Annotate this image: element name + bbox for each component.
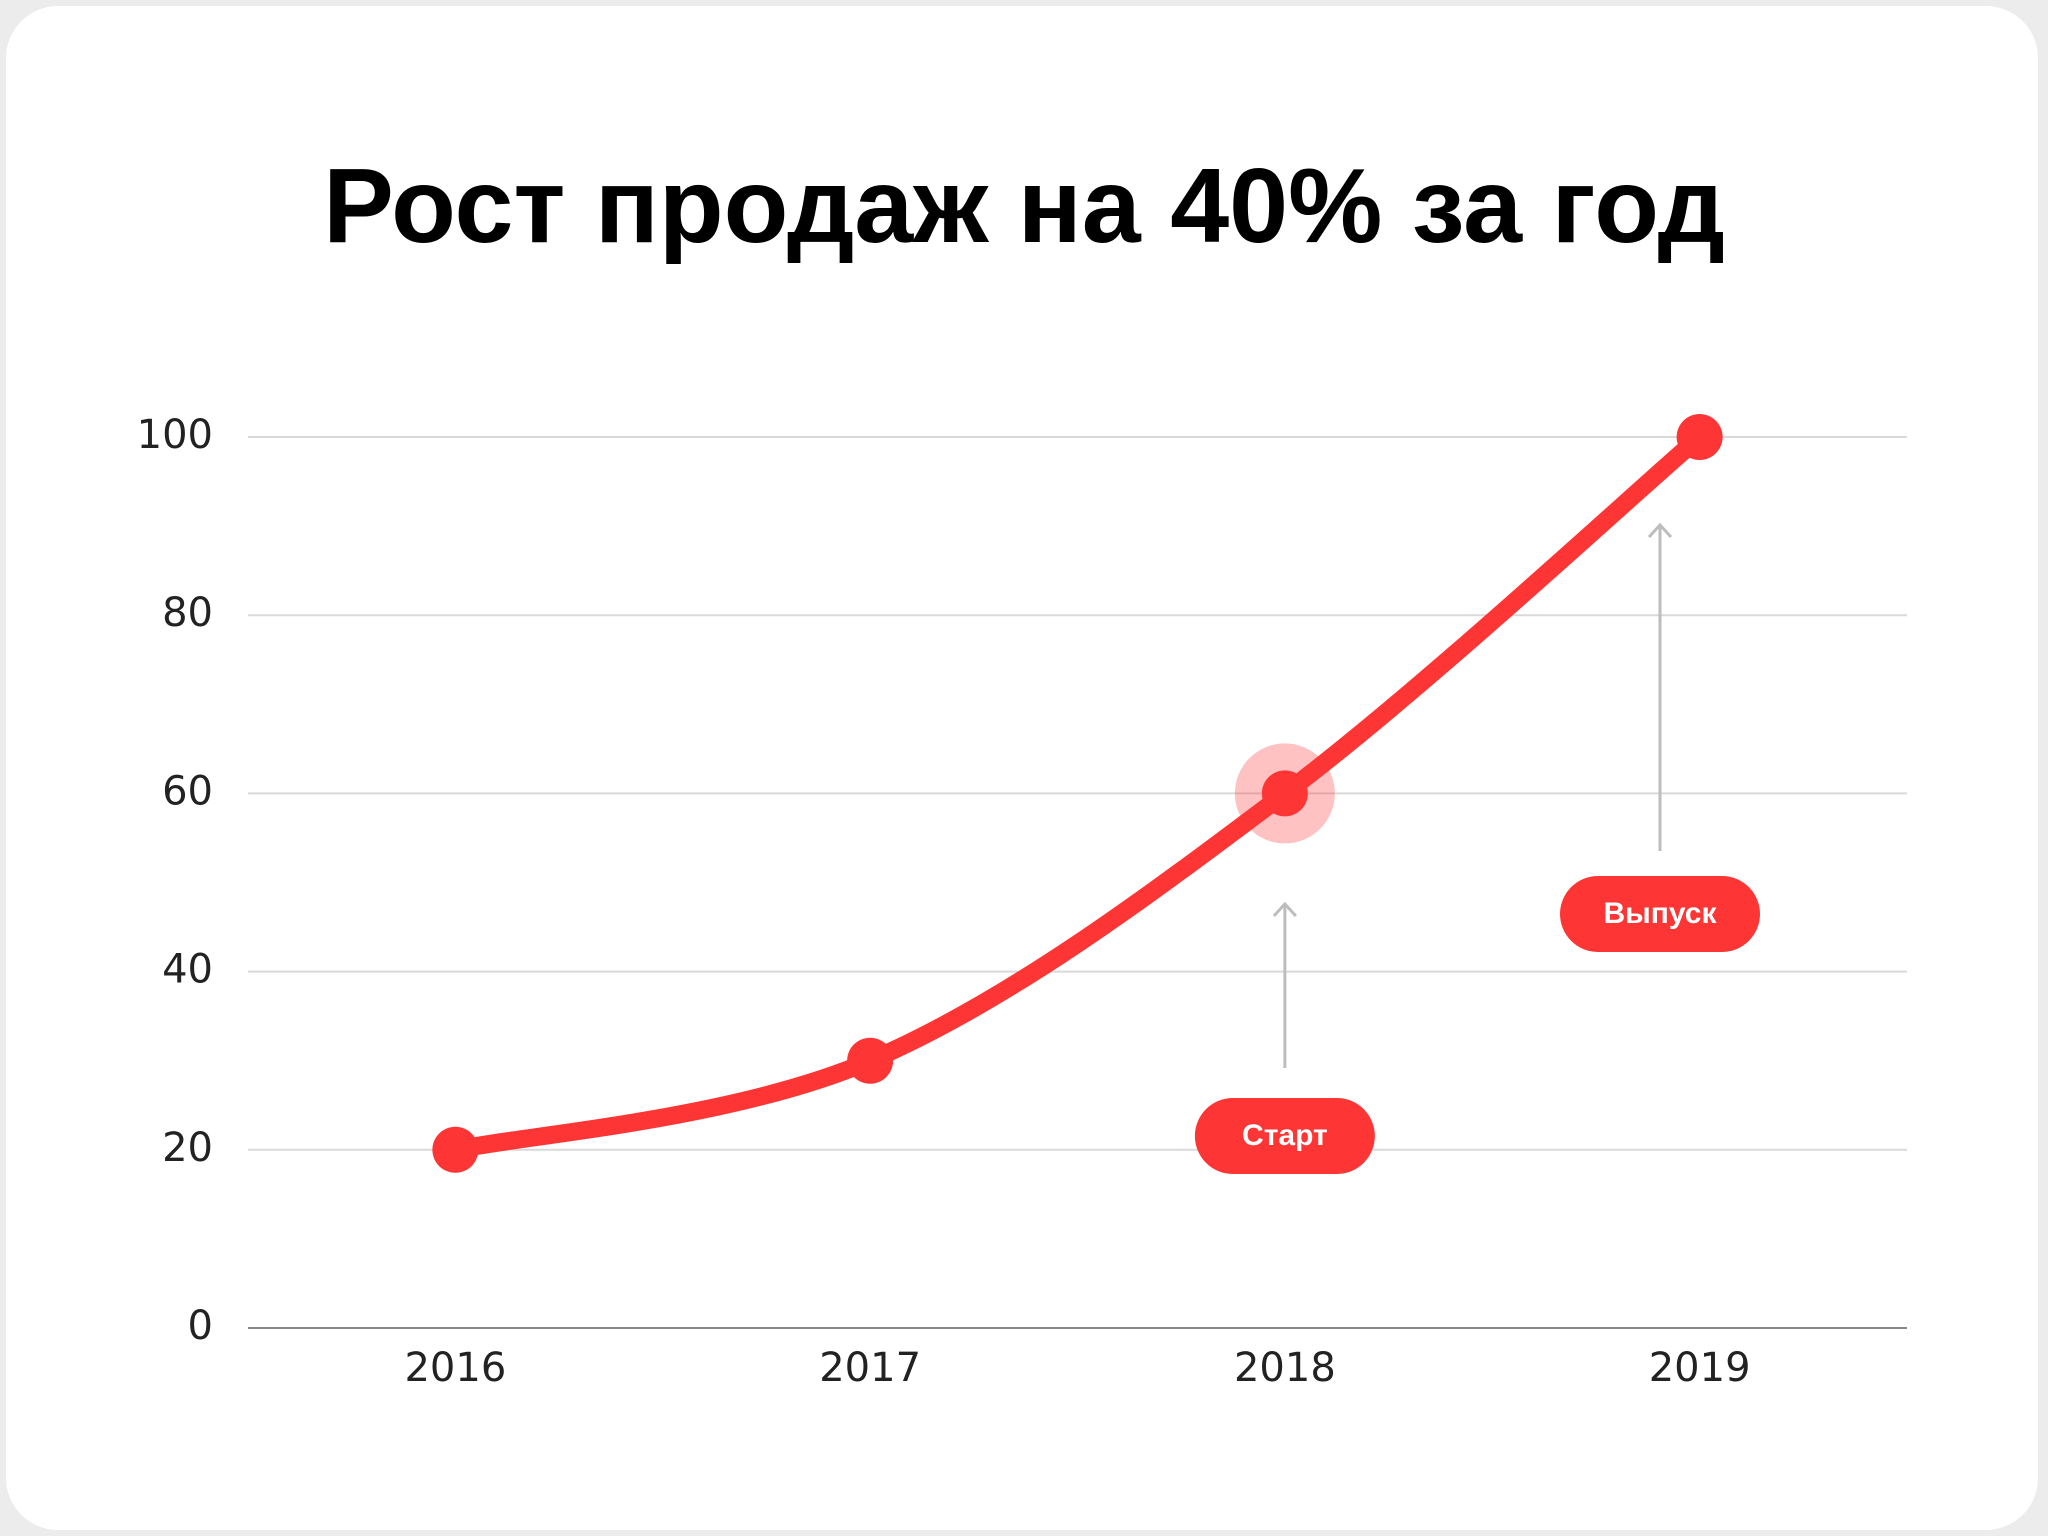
annotation-arrow-head [1272, 901, 1297, 918]
annotation-pill [1194, 1098, 1375, 1174]
x-tick-label: 2019 [1649, 1345, 1751, 1391]
x-tick-label: 2017 [819, 1345, 921, 1391]
x-tick-label: 2018 [1234, 1345, 1336, 1391]
y-tick-label: 40 [162, 947, 213, 993]
y-tick-label: 0 [188, 1303, 213, 1349]
annotation-label: Выпуск [1603, 897, 1717, 930]
point [432, 1126, 479, 1173]
annotation-pill [1560, 876, 1760, 952]
y-tick-label: 60 [162, 768, 213, 814]
annotation-label: Старт [1242, 1119, 1328, 1152]
point [847, 1037, 894, 1084]
y-tick-label: 20 [162, 1125, 213, 1171]
chart-title: Рост продаж на 40% за год [323, 147, 1725, 265]
annotation-arrow-head [1647, 522, 1673, 539]
card [6, 6, 2038, 1530]
y-tick-label: 80 [162, 590, 213, 636]
x-tick-label: 2016 [404, 1345, 506, 1391]
line [446, 428, 1709, 1159]
point [1676, 414, 1723, 460]
y-tick-label: 100 [137, 412, 213, 458]
point [1261, 770, 1308, 817]
